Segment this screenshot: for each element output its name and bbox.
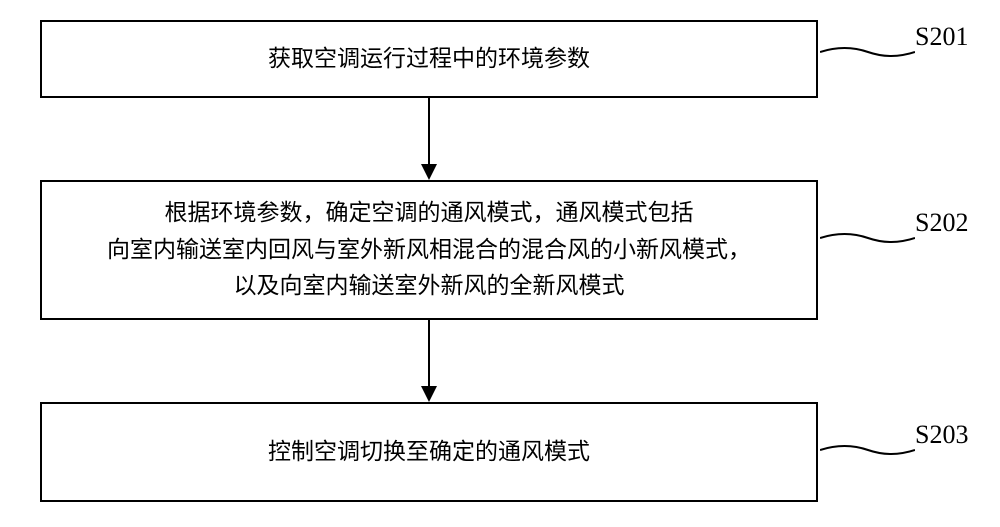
step-label-s202: S202	[915, 208, 968, 238]
step-text-s202: 根据环境参数，确定空调的通风模式，通风模式包括 向室内输送室内回风与室外新风相混…	[107, 195, 751, 305]
label-connector-s202	[820, 228, 915, 253]
step-box-s203: 控制空调切换至确定的通风模式	[40, 402, 818, 502]
step-box-s202: 根据环境参数，确定空调的通风模式，通风模式包括 向室内输送室内回风与室外新风相混…	[40, 180, 818, 320]
label-connector-s201	[820, 42, 915, 67]
step-box-s201: 获取空调运行过程中的环境参数	[40, 20, 818, 98]
step-text-s201: 获取空调运行过程中的环境参数	[268, 41, 590, 78]
arrow-2	[417, 320, 441, 402]
step-label-s201: S201	[915, 22, 968, 52]
arrow-1	[417, 98, 441, 180]
flowchart-container: 获取空调运行过程中的环境参数 S201 根据环境参数，确定空调的通风模式，通风模…	[0, 0, 1000, 527]
step-text-s203: 控制空调切换至确定的通风模式	[268, 434, 590, 471]
step-label-s203: S203	[915, 420, 968, 450]
label-connector-s203	[820, 440, 915, 465]
